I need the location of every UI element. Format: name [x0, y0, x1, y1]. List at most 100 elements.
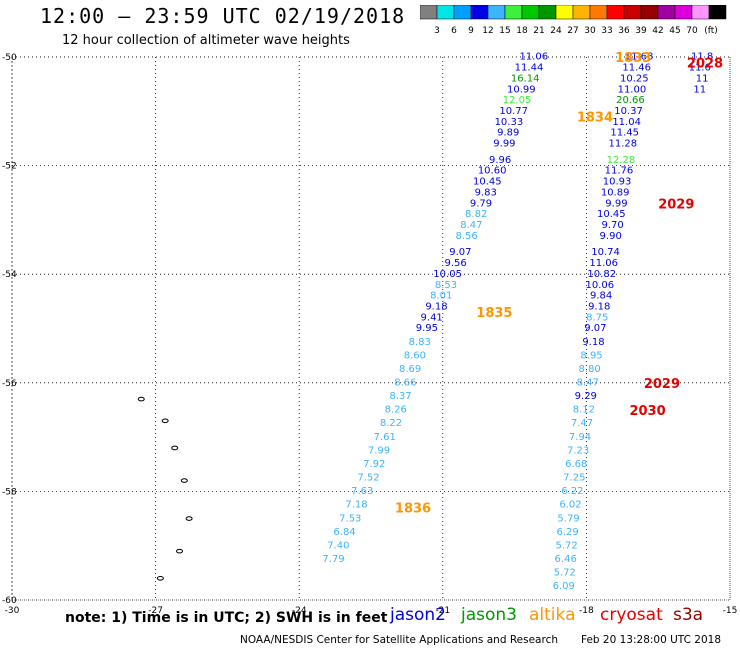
wave-height-value: 8.83 [409, 337, 431, 348]
wave-height-value: 8.56 [455, 231, 477, 242]
wave-height-value: 9.18 [425, 301, 447, 312]
wave-height-colorbar: 3 6 9 12 15 18 21 24 27 30 33 36 39 42 45 70 (ft) [420, 5, 727, 36]
tick-label-lat: -50 [2, 53, 17, 63]
wave-height-value: 7.92 [363, 459, 385, 470]
legend-s3a: s3a [673, 605, 704, 625]
wave-height-value: 10.33 [495, 117, 524, 128]
wave-height-value: 10.74 [591, 247, 620, 258]
wave-height-value: 6.84 [333, 527, 355, 538]
wave-height-value: 20.66 [616, 95, 645, 106]
wave-height-value: 8.75 [586, 312, 608, 323]
wave-height-value: 11.44 [515, 63, 544, 74]
island-outline [180, 478, 188, 483]
wave-height-value: 6.02 [559, 500, 581, 511]
island-outline [171, 445, 179, 451]
wave-height-value: 8.80 [578, 364, 600, 375]
wave-height-value: 7.99 [368, 445, 390, 456]
wave-height-value: 7.63 [351, 486, 373, 497]
tick-label-lat: -52 [2, 162, 17, 172]
wave-height-value: 8.95 [580, 350, 602, 361]
pass-time-label: 1836 [395, 502, 431, 517]
island-outline [161, 418, 169, 424]
island-outline [156, 575, 164, 581]
wave-height-value: 9.84 [590, 291, 612, 302]
wave-height-value: 10.25 [620, 73, 649, 84]
colorbar-label: 21 [533, 26, 544, 36]
map-title: 12:00 — 23:59 UTC 02/19/2018 [40, 4, 406, 28]
legend-jason3: jason3 [461, 605, 517, 625]
wave-height-value: 10.60 [478, 166, 507, 177]
colorbar-label: 33 [601, 26, 612, 36]
wave-height-value: 8.66 [394, 378, 416, 389]
wave-height-value: 9.70 [601, 220, 623, 231]
wave-height-value: 10.82 [587, 269, 616, 280]
legend-jason2: jason2 [390, 605, 446, 625]
wave-height-value: 11.06 [519, 52, 548, 63]
wave-height-value: 5.79 [557, 513, 579, 524]
wave-height-value: 7.61 [374, 432, 396, 443]
tick-label-lat: -60 [2, 596, 17, 606]
wave-height-value: 8.60 [404, 350, 426, 361]
wave-height-value: 9.07 [584, 323, 606, 334]
tick-label-lon: -18 [579, 606, 594, 616]
tick-label-lon: -21 [435, 606, 450, 616]
tick-label-lon: -27 [148, 606, 163, 616]
wave-height-value: 10.05 [433, 269, 462, 280]
footer-note: note: 1) Time is in UTC; 2) SWH is in fe… [65, 610, 388, 626]
colorbar-label: 39 [635, 26, 647, 36]
wave-height-value: 8.26 [385, 405, 407, 416]
island-outline [185, 516, 193, 521]
wave-height-value: 7.47 [571, 418, 593, 429]
wave-height-value: 10.89 [601, 187, 630, 198]
generated-timestamp: Feb 20 13:28:00 UTC 2018 [581, 634, 721, 646]
wave-height-value: 8.37 [389, 391, 411, 402]
wave-height-value: 9.90 [600, 231, 622, 242]
wave-height-value: 10.06 [586, 280, 615, 291]
wave-height-value: 8.47 [577, 378, 599, 389]
wave-height-value: 10.37 [614, 106, 643, 117]
wave-height-value: 9.18 [588, 301, 610, 312]
wave-height-value: 11.00 [618, 84, 647, 95]
pass-time-label: 2029 [658, 198, 694, 213]
colorbar-unit: (ft) [704, 26, 718, 36]
wave-height-value: 9.99 [605, 198, 627, 209]
colorbar-swatch [708, 5, 727, 20]
wave-height-value: 7.40 [327, 540, 349, 551]
wave-height-value: 6.22 [561, 486, 583, 497]
wave-height-value: 11.46 [622, 63, 651, 74]
island-outline [137, 396, 145, 402]
colorbar-label: 27 [567, 26, 578, 36]
map-frame [11, 56, 731, 601]
wave-height-value: 8.53 [435, 280, 457, 291]
wave-height-value: 6.09 [553, 581, 575, 592]
tick-label-lon: -15 [723, 606, 738, 616]
wave-height-value: 10.93 [603, 177, 632, 188]
wave-height-value: 16.14 [511, 73, 540, 84]
colorbar-label: 15 [499, 26, 510, 36]
wave-height-value: 9.89 [497, 128, 519, 139]
wave-height-value: 11.8 [691, 52, 713, 63]
wave-height-value: 9.96 [489, 155, 511, 166]
wave-height-value: 10.99 [507, 84, 536, 95]
tick-label-lon: -30 [5, 606, 20, 616]
wave-height-value: 5.72 [556, 540, 578, 551]
wave-height-value: 5.72 [554, 568, 576, 579]
wave-height-value: 11 [693, 84, 706, 95]
wave-height-value: 11.68 [625, 52, 654, 63]
wave-height-value: 11.76 [605, 166, 634, 177]
colorbar-label: 45 [669, 26, 680, 36]
wave-height-value: 9.99 [493, 139, 515, 150]
wave-height-value: 6.46 [555, 554, 577, 565]
wave-height-value: 11.28 [608, 139, 637, 150]
colorbar-label: 30 [584, 26, 596, 36]
wave-height-value: 7.23 [567, 445, 589, 456]
credit-line: NOAA/NESDIS Center for Satellite Applica… [240, 634, 558, 646]
wave-height-value: 7.53 [339, 513, 361, 524]
wave-height-value: 10.45 [597, 209, 626, 220]
pass-time-label: 2028 [687, 56, 723, 71]
wave-height-value: 9.29 [575, 391, 597, 402]
tick-label-lat: -54 [2, 270, 17, 280]
wave-height-value: 10.77 [499, 106, 528, 117]
wave-height-value: 8.69 [399, 364, 421, 375]
wave-height-value: 9.07 [449, 247, 471, 258]
